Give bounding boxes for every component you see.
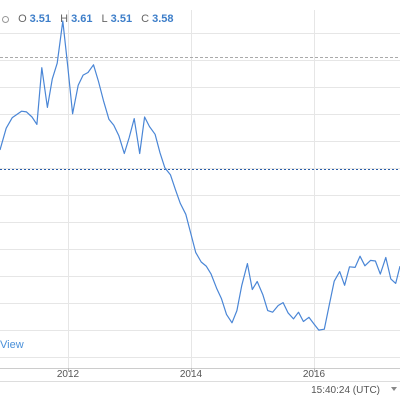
x-tick-label: 2012 (56, 369, 80, 380)
high-label: H (60, 13, 69, 25)
close-value: 3.58 (152, 13, 174, 25)
price-series-line (0, 20, 400, 331)
x-tick-label: 2014 (179, 369, 203, 380)
time-readout: 15:40:24 (UTC) (311, 385, 380, 396)
open-value: 3.51 (29, 13, 52, 25)
view-link[interactable]: View (0, 339, 24, 351)
high-value: 3.61 (71, 13, 93, 25)
low-label: L (101, 13, 108, 25)
ohlc-readout: O 3.51 H 3.61 L 3.51 C 3.58 (0, 11, 174, 27)
dropdown-caret-icon[interactable] (391, 387, 397, 391)
low-value: 3.51 (110, 13, 133, 25)
series (0, 20, 400, 331)
status-bar: 15:40:24 (UTC) (0, 381, 400, 400)
series-indicator-icon (2, 15, 9, 23)
x-tick-label: 2016 (302, 369, 326, 380)
reference-lines (0, 57, 400, 170)
grid (0, 10, 400, 372)
close-label: C (141, 13, 150, 25)
open-label: O (18, 13, 27, 25)
